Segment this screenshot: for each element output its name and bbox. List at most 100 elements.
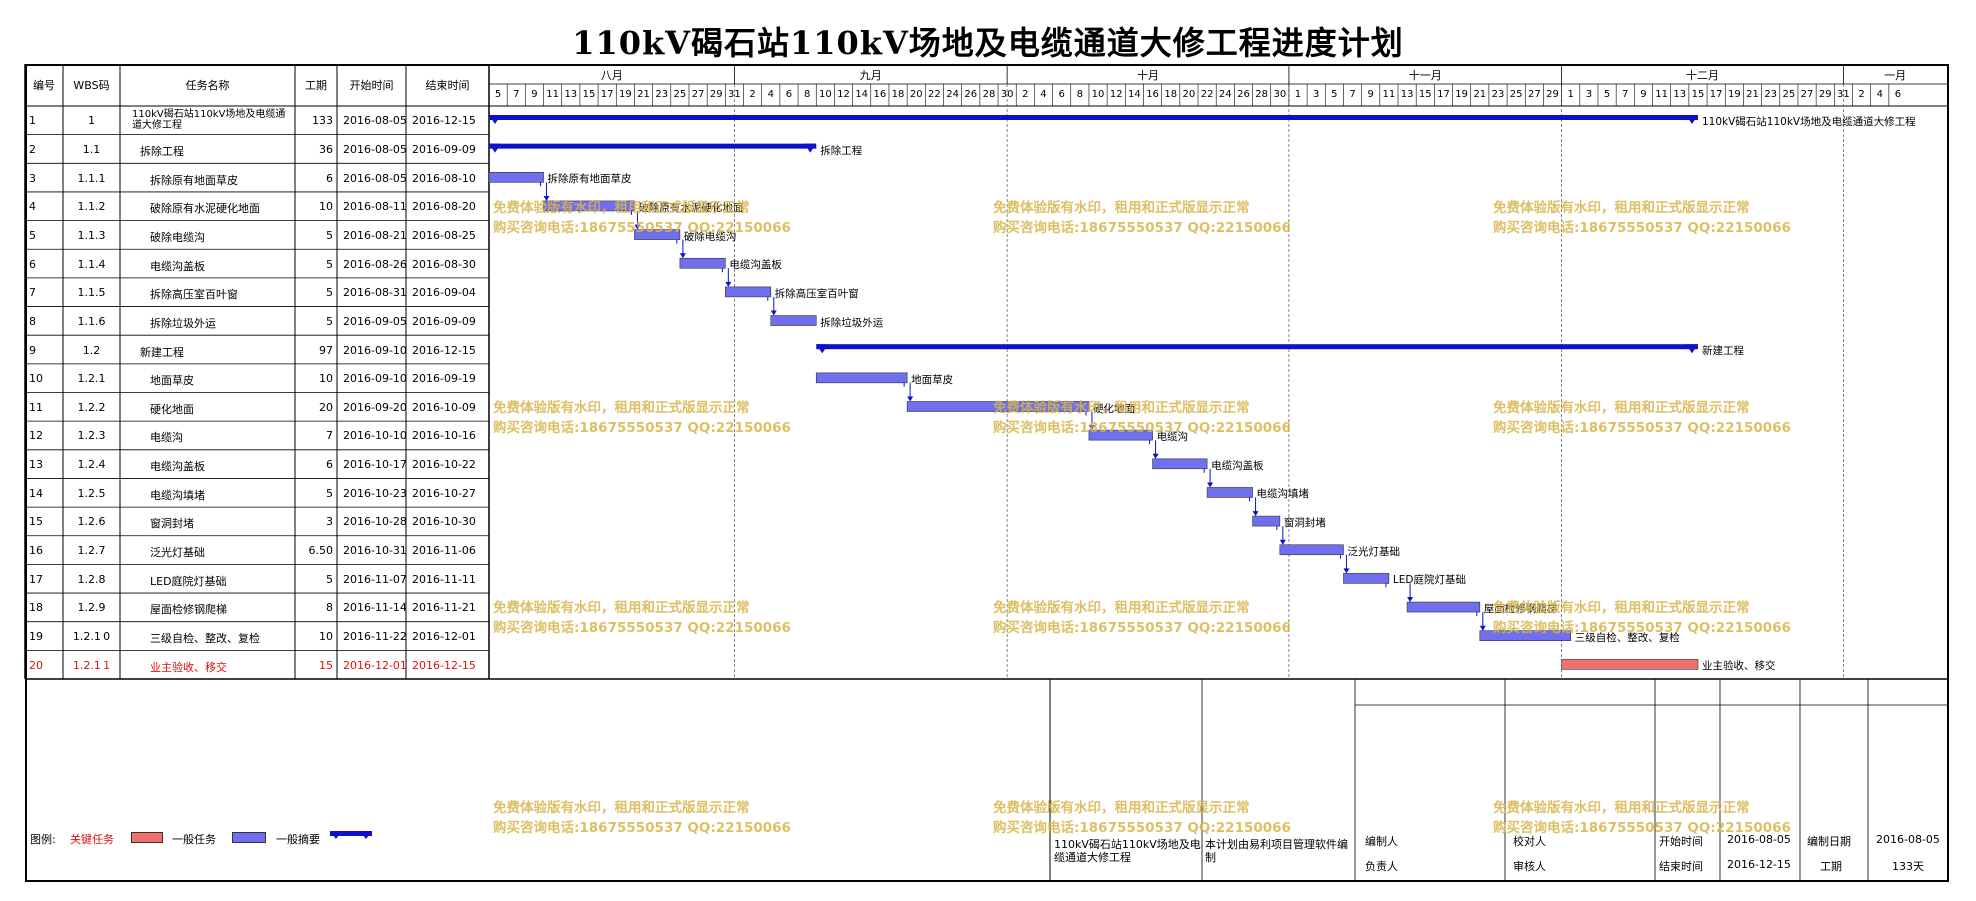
task-bar (634, 229, 681, 240)
watermark-line: 购买咨询电话:18675550537 QQ:22150066 (993, 820, 1291, 836)
task-start: 2016-08-31 (343, 286, 407, 300)
watermark: 免费体验版有水印，租用和正式版显示正常购买咨询电话:18675550537 QQ… (493, 198, 791, 238)
footer-software-note: 本计划由易利项目管理软件编制 (1205, 838, 1348, 864)
tick-label: 19 (1727, 89, 1741, 100)
tick-label: 22 (928, 89, 941, 100)
tick-label: 17 (1709, 89, 1723, 100)
watermark-line: 购买咨询电话:18675550537 QQ:22150066 (1493, 620, 1791, 636)
watermark-line: 购买咨询电话:18675550537 QQ:22150066 (1493, 220, 1791, 236)
tick-label: 20 (909, 89, 923, 100)
tick-label: 9 (531, 89, 538, 100)
task-duration: 10 (319, 372, 333, 386)
tick-label: 13 (1400, 89, 1414, 100)
tick-label: 23 (655, 89, 669, 100)
tick-label: 15 (1691, 89, 1705, 100)
bar-label: 破除原有水泥硬化地面 (638, 201, 744, 214)
task-id: 3 (29, 171, 36, 185)
dependency-arrowhead (1252, 511, 1259, 517)
task-name: 破除原有水泥硬化地面 (150, 202, 260, 216)
watermark-line: 免费体验版有水印，租用和正式版显示正常 (493, 200, 750, 216)
task-name: LED庭院灯基础 (150, 574, 227, 588)
legend-normal-swatch (232, 832, 266, 843)
task-wbs: 1.2.4 (77, 458, 106, 472)
tick-label: 4 (1876, 89, 1883, 100)
task-wbs: 1.2 (82, 343, 101, 357)
tick-label: 21 (1746, 89, 1759, 100)
task-name: 拆除工程 (140, 144, 184, 158)
task-duration: 20 (319, 400, 333, 414)
task-id: 18 (29, 601, 43, 615)
task-end: 2016-09-09 (412, 314, 476, 328)
tick-label: 2 (1858, 89, 1865, 100)
dependency-arrowhead (1343, 568, 1350, 574)
tick-label: 21 (637, 89, 650, 100)
tick-label: 3 (1585, 89, 1593, 100)
task-duration: 15 (319, 658, 333, 672)
task-duration: 10 (319, 200, 333, 214)
bar-label: 电缆沟 (1156, 431, 1189, 444)
tick-label: 5 (1603, 89, 1611, 100)
tick-label: 28 (1255, 89, 1268, 100)
task-wbs: 1.2.2 (77, 400, 106, 414)
task-start: 2016-10-31 (343, 544, 407, 558)
tick-label: 23 (1491, 89, 1505, 100)
bar-label: 新建工程 (1701, 345, 1744, 358)
task-bar (1279, 544, 1344, 556)
bar-label: 地面草皮 (911, 373, 954, 386)
bar-label: 窗洞封堵 (1283, 517, 1326, 530)
task-name: 拆除垃圾外运 (150, 316, 216, 330)
tick-label: 31 (1837, 89, 1850, 100)
task-bar (1206, 487, 1253, 498)
dependency-arrowhead (1088, 425, 1095, 431)
tick-label: 21 (1473, 89, 1487, 100)
task-start: 2016-08-21 (343, 228, 407, 242)
task-id: 15 (29, 515, 43, 529)
dependency-arrowhead (725, 281, 732, 287)
task-start: 2016-08-05 (343, 171, 407, 185)
tick-label: 29 (709, 89, 723, 100)
column-header: 开始时间 (349, 79, 394, 92)
watermark-line: 免费体验版有水印，租用和正式版显示正常 (493, 800, 750, 816)
watermark: 免费体验版有水印，租用和正式版显示正常 购买咨询电话:18675550537 QQ… (1493, 198, 1791, 238)
watermark: 免费体验版有水印，租用和正式版显示正常 购买咨询电话:18675550537 QQ… (993, 798, 1291, 838)
task-id: 14 (29, 486, 43, 500)
task-id: 11 (29, 400, 43, 414)
tick-label: 11 (1382, 89, 1396, 100)
bar-label: 电缆沟盖板 (1211, 459, 1264, 472)
dependency-arrowhead (634, 224, 641, 230)
tick-label: 24 (1218, 89, 1232, 100)
tick-label: 11 (1655, 89, 1668, 100)
task-duration: 5 (326, 257, 333, 271)
task-start: 2016-10-17 (343, 458, 407, 472)
task-name: 硬化地面 (150, 402, 194, 416)
task-bar (906, 401, 1090, 412)
task-end: 2016-08-10 (412, 171, 476, 185)
task-wbs: 1 (88, 114, 95, 128)
watermark-line: 购买咨询电话:18675550537 QQ:22150066 (493, 620, 791, 636)
footer-compile-date-label: 编制日期 (1807, 835, 1851, 848)
month-label: 十二月 (1686, 69, 1719, 82)
task-duration: 133 (312, 114, 333, 128)
watermark-line: 免费体验版有水印，租用和正式版显示正常 (493, 600, 750, 616)
task-wbs: 1.1.6 (77, 314, 106, 328)
task-start: 2016-11-22 (343, 630, 407, 644)
task-start: 2016-09-20 (343, 400, 407, 414)
task-id: 5 (29, 228, 36, 242)
watermark-line: 购买咨询电话:18675550537 QQ:22150066 (493, 220, 791, 236)
task-wbs: 1.2.5 (77, 486, 106, 500)
tick-label: 18 (891, 89, 905, 100)
summary-bar-end-cap (804, 143, 817, 153)
tick-label: 12 (1109, 89, 1123, 100)
footer-start-label: 开始时间 (1659, 835, 1703, 848)
task-name: 110kV碣石站110kV场地及电缆通道大修工程 (132, 109, 286, 131)
dependency-arrowhead (1279, 539, 1286, 545)
watermark: 免费体验版有水印，租用和正式版显示正常 购买咨询电话:18675550537 QQ… (493, 398, 791, 438)
task-id: 7 (29, 286, 36, 300)
tick-label: 5 (494, 89, 502, 100)
summary-bar-end-cap (1685, 344, 1698, 354)
bar-label: 电缆沟填堵 (1256, 488, 1310, 501)
tick-label: 6 (785, 89, 793, 100)
column-header: WBS码 (73, 79, 110, 92)
task-wbs: 1.2.1 (77, 372, 106, 386)
